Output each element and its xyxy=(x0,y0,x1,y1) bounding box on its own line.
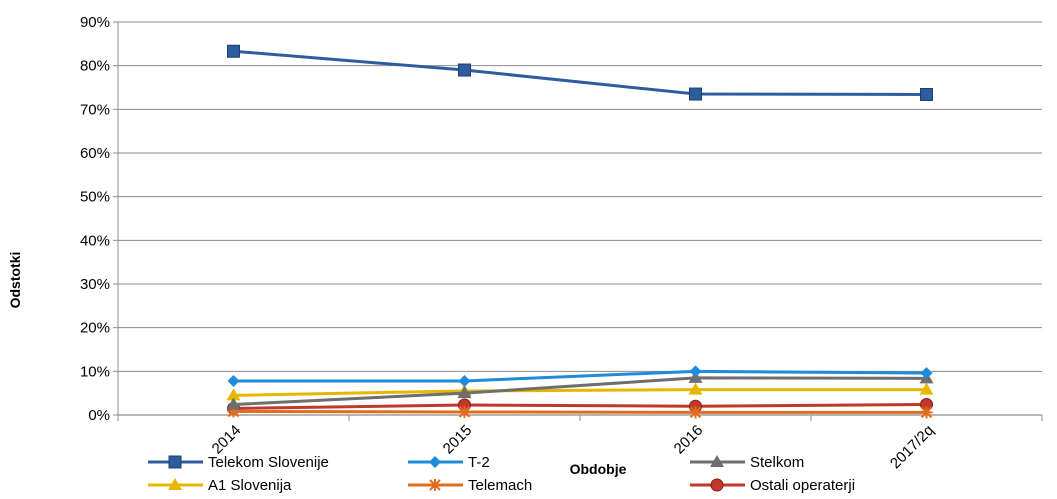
data-point xyxy=(920,406,933,419)
data-point xyxy=(689,365,702,378)
data-point xyxy=(458,63,471,77)
series-group xyxy=(226,44,934,419)
y-tick-label: 50% xyxy=(80,189,110,206)
series-telekom-slovenije xyxy=(227,44,933,101)
legend-marker xyxy=(710,455,724,467)
y-axis-title: Odstotki xyxy=(7,252,23,309)
data-point xyxy=(226,397,241,410)
y-tick-label: 10% xyxy=(80,363,110,380)
series-line xyxy=(233,410,927,414)
y-axis-ticks: 0% 10% 20% 30% 40% 50% 60% 70% 80% 90% xyxy=(80,14,119,424)
legend-item: Stelkom xyxy=(690,454,804,471)
legend-label: A1 Slovenija xyxy=(208,477,292,494)
series-line xyxy=(233,49,927,96)
data-point xyxy=(688,382,703,395)
legend-item: Ostali operaterji xyxy=(690,477,855,494)
legend-item: T-2 xyxy=(408,454,490,471)
data-point xyxy=(458,405,471,418)
legend-label: Ostali operaterji xyxy=(750,477,855,494)
data-point xyxy=(458,374,471,387)
series-t-2 xyxy=(227,365,933,387)
legend-label: T-2 xyxy=(468,454,490,471)
series-line xyxy=(233,403,927,410)
data-point xyxy=(920,87,933,101)
data-point xyxy=(227,374,240,387)
data-point xyxy=(227,44,240,58)
x-axis-title: Obdobje xyxy=(570,461,627,477)
grid-lines xyxy=(118,21,1042,416)
y-tick-label: 60% xyxy=(80,145,110,162)
series-line xyxy=(233,376,927,407)
legend-label: Telemach xyxy=(468,477,532,494)
y-tick-label: 20% xyxy=(80,320,110,337)
y-tick-label: 30% xyxy=(80,276,110,293)
data-point xyxy=(457,386,472,399)
legend-item: Telekom Slovenije xyxy=(148,454,329,471)
legend-label: Stelkom xyxy=(750,454,804,471)
series-line xyxy=(233,369,927,383)
x-tick-label: 2017/2q xyxy=(887,422,937,472)
legend-label: Telekom Slovenije xyxy=(208,454,329,471)
x-tick-label: 2014 xyxy=(209,422,245,458)
y-tick-label: 90% xyxy=(80,14,110,31)
data-point xyxy=(689,406,702,419)
data-point xyxy=(920,367,933,380)
y-tick-label: 80% xyxy=(80,58,110,75)
x-tick-label: 2015 xyxy=(440,422,476,458)
data-point xyxy=(919,382,934,395)
legend-item: Telemach xyxy=(408,477,532,494)
y-tick-label: 0% xyxy=(88,407,110,424)
series-telemach xyxy=(227,405,933,419)
legend-marker xyxy=(429,479,441,491)
data-point xyxy=(226,388,241,401)
legend-item: A1 Slovenija xyxy=(148,477,292,494)
y-tick-label: 40% xyxy=(80,232,110,249)
data-point xyxy=(689,87,702,101)
legend: Telekom Slovenije T-2 Stelkom A1 Slovenija T… xyxy=(148,454,855,494)
legend-marker xyxy=(168,455,182,469)
y-tick-label: 70% xyxy=(80,101,110,118)
x-tick-label: 2016 xyxy=(671,422,707,458)
legend-marker xyxy=(710,478,724,492)
legend-marker xyxy=(429,456,441,468)
series-line xyxy=(233,388,927,397)
legend-marker xyxy=(168,478,182,490)
